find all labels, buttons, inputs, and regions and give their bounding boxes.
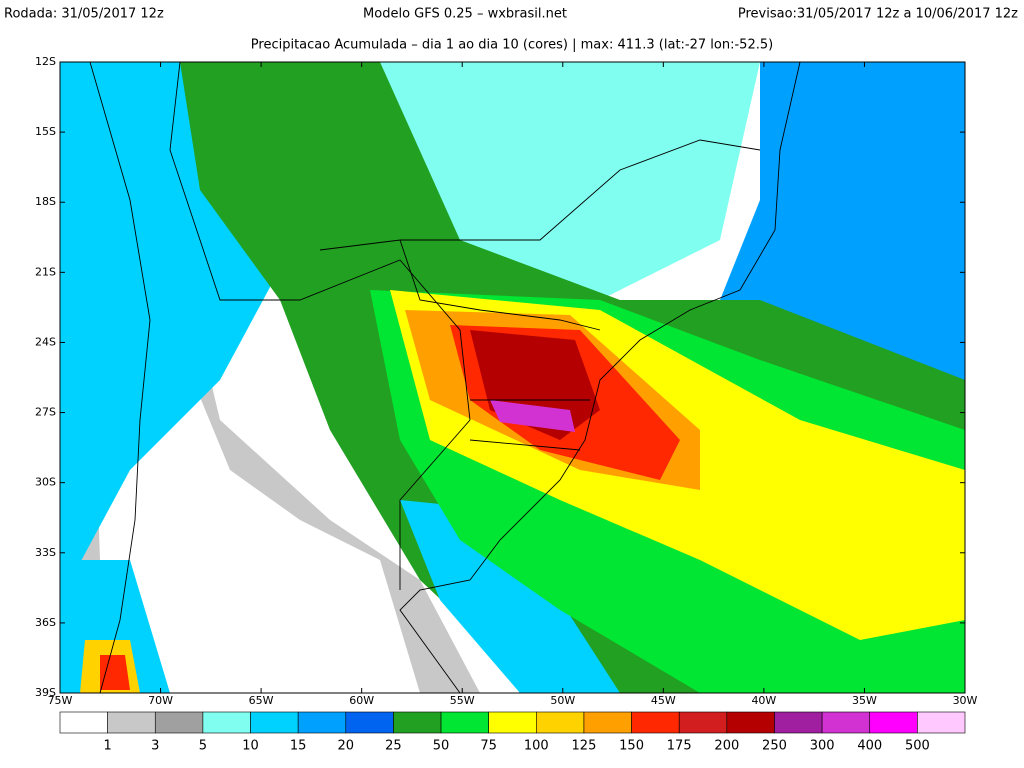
lon-label: 30W bbox=[953, 694, 978, 707]
lon-label: 55W bbox=[450, 694, 475, 707]
legend-swatch bbox=[583, 711, 632, 734]
map-subtitle: Precipitacao Acumulada – dia 1 ao dia 10… bbox=[251, 38, 773, 53]
lat-label: 30S bbox=[35, 476, 56, 489]
legend-label: 50 bbox=[433, 739, 450, 754]
state-border bbox=[400, 139, 761, 451]
legend-label: 500 bbox=[905, 739, 930, 754]
legend-swatch bbox=[393, 711, 442, 734]
legend-label: 15 bbox=[290, 739, 307, 754]
legend-swatch bbox=[297, 711, 347, 734]
country-border bbox=[169, 62, 471, 590]
legend-swatch bbox=[250, 711, 299, 734]
precip-area bbox=[380, 62, 760, 300]
legend-label: 175 bbox=[667, 739, 692, 754]
lat-label: 18S bbox=[35, 195, 56, 208]
lat-label: 36S bbox=[35, 616, 56, 629]
precip-field bbox=[60, 62, 965, 693]
legend-label: 100 bbox=[524, 739, 549, 754]
model-label: Modelo GFS 0.25 – wxbrasil.net bbox=[363, 7, 567, 22]
legend-swatch bbox=[488, 711, 537, 734]
country-border bbox=[319, 239, 601, 331]
legend-label: 3 bbox=[151, 739, 159, 754]
legend: 1 3 5 10 15 20 25 50 75 100 125 150 175 200 250 300 400 5… bbox=[59, 711, 966, 754]
legend-label: 10 bbox=[242, 739, 259, 754]
lon-label: 40W bbox=[751, 694, 776, 707]
lat-label: 27S bbox=[35, 406, 56, 419]
legend-swatch bbox=[345, 711, 394, 734]
legend-swatch bbox=[59, 711, 108, 734]
legend-label: 400 bbox=[857, 739, 882, 754]
lon-label: 50W bbox=[550, 694, 575, 707]
lon-label: 60W bbox=[349, 694, 374, 707]
lat-label: 24S bbox=[35, 335, 56, 348]
legend-label: 150 bbox=[619, 739, 644, 754]
legend-label: 75 bbox=[480, 739, 497, 754]
lat-label: 39S bbox=[35, 686, 56, 699]
run-label: Rodada: 31/05/2017 12z bbox=[4, 7, 164, 22]
lat-label: 21S bbox=[35, 265, 56, 278]
legend-swatch bbox=[107, 711, 156, 734]
lon-label: 70W bbox=[148, 694, 173, 707]
legend-swatch bbox=[536, 711, 585, 734]
lon-label: 35W bbox=[852, 694, 877, 707]
coastline bbox=[89, 62, 151, 693]
coastline bbox=[399, 62, 801, 693]
lat-label: 33S bbox=[35, 546, 56, 559]
precip-area bbox=[490, 400, 575, 432]
legend-label: 300 bbox=[810, 739, 835, 754]
legend-label: 125 bbox=[572, 739, 597, 754]
legend-swatch bbox=[202, 711, 251, 734]
forecast-label: Previsao:31/05/2017 12z a 10/06/2017 12z bbox=[738, 7, 1018, 22]
legend-swatch bbox=[917, 711, 966, 734]
lat-label: 15S bbox=[35, 125, 56, 138]
lon-label: 45W bbox=[651, 694, 676, 707]
precip-area bbox=[100, 655, 130, 690]
map-frame bbox=[59, 61, 966, 694]
legend-swatch bbox=[678, 711, 728, 734]
legend-label: 25 bbox=[385, 739, 402, 754]
legend-label: 250 bbox=[762, 739, 787, 754]
precip-area bbox=[400, 500, 620, 693]
legend-label: 5 bbox=[199, 739, 207, 754]
lat-label: 12S bbox=[35, 55, 56, 68]
legend-label: 1 bbox=[103, 739, 111, 754]
lon-label: 75W bbox=[48, 694, 73, 707]
legend-swatch bbox=[154, 711, 204, 734]
legend-label: 20 bbox=[338, 739, 355, 754]
lon-label: 65W bbox=[249, 694, 274, 707]
legend-swatch bbox=[631, 711, 680, 734]
legend-swatch bbox=[869, 711, 918, 734]
legend-swatch bbox=[440, 711, 489, 734]
legend-swatch bbox=[821, 711, 871, 734]
legend-label: 200 bbox=[714, 739, 739, 754]
legend-swatch bbox=[726, 711, 775, 734]
legend-swatch bbox=[774, 711, 823, 734]
